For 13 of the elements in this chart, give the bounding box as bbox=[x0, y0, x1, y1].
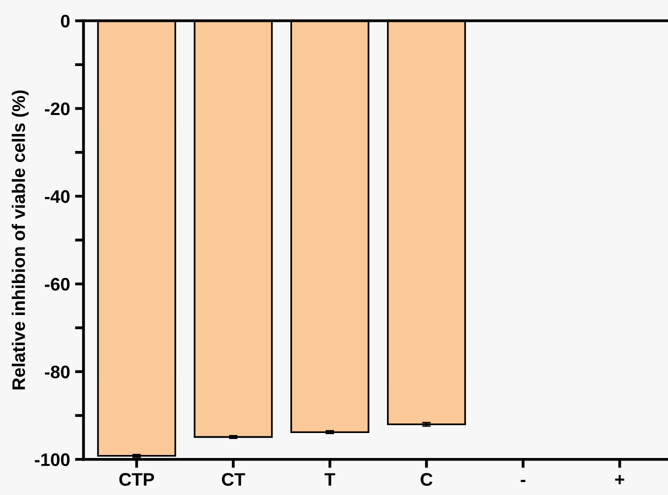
y-tick-label: -100 bbox=[34, 453, 70, 466]
x-tick-label: - bbox=[520, 480, 526, 482]
x-tick-label: T bbox=[324, 473, 336, 486]
y-tick-label: -20 bbox=[44, 102, 70, 116]
x-tick-label: C bbox=[420, 473, 432, 486]
y-tick-label: 0 bbox=[60, 14, 70, 28]
y-tick-label: -60 bbox=[44, 278, 70, 291]
x-tick-label: CTP bbox=[119, 473, 154, 486]
x-tick-label: + bbox=[615, 475, 624, 484]
y-tick-label: -80 bbox=[44, 366, 70, 378]
y-axis-title: Relative inhibion of viable cells (%) bbox=[12, 90, 29, 390]
y-tick-label: -40 bbox=[44, 190, 70, 203]
x-tick-label: CT bbox=[222, 473, 246, 486]
